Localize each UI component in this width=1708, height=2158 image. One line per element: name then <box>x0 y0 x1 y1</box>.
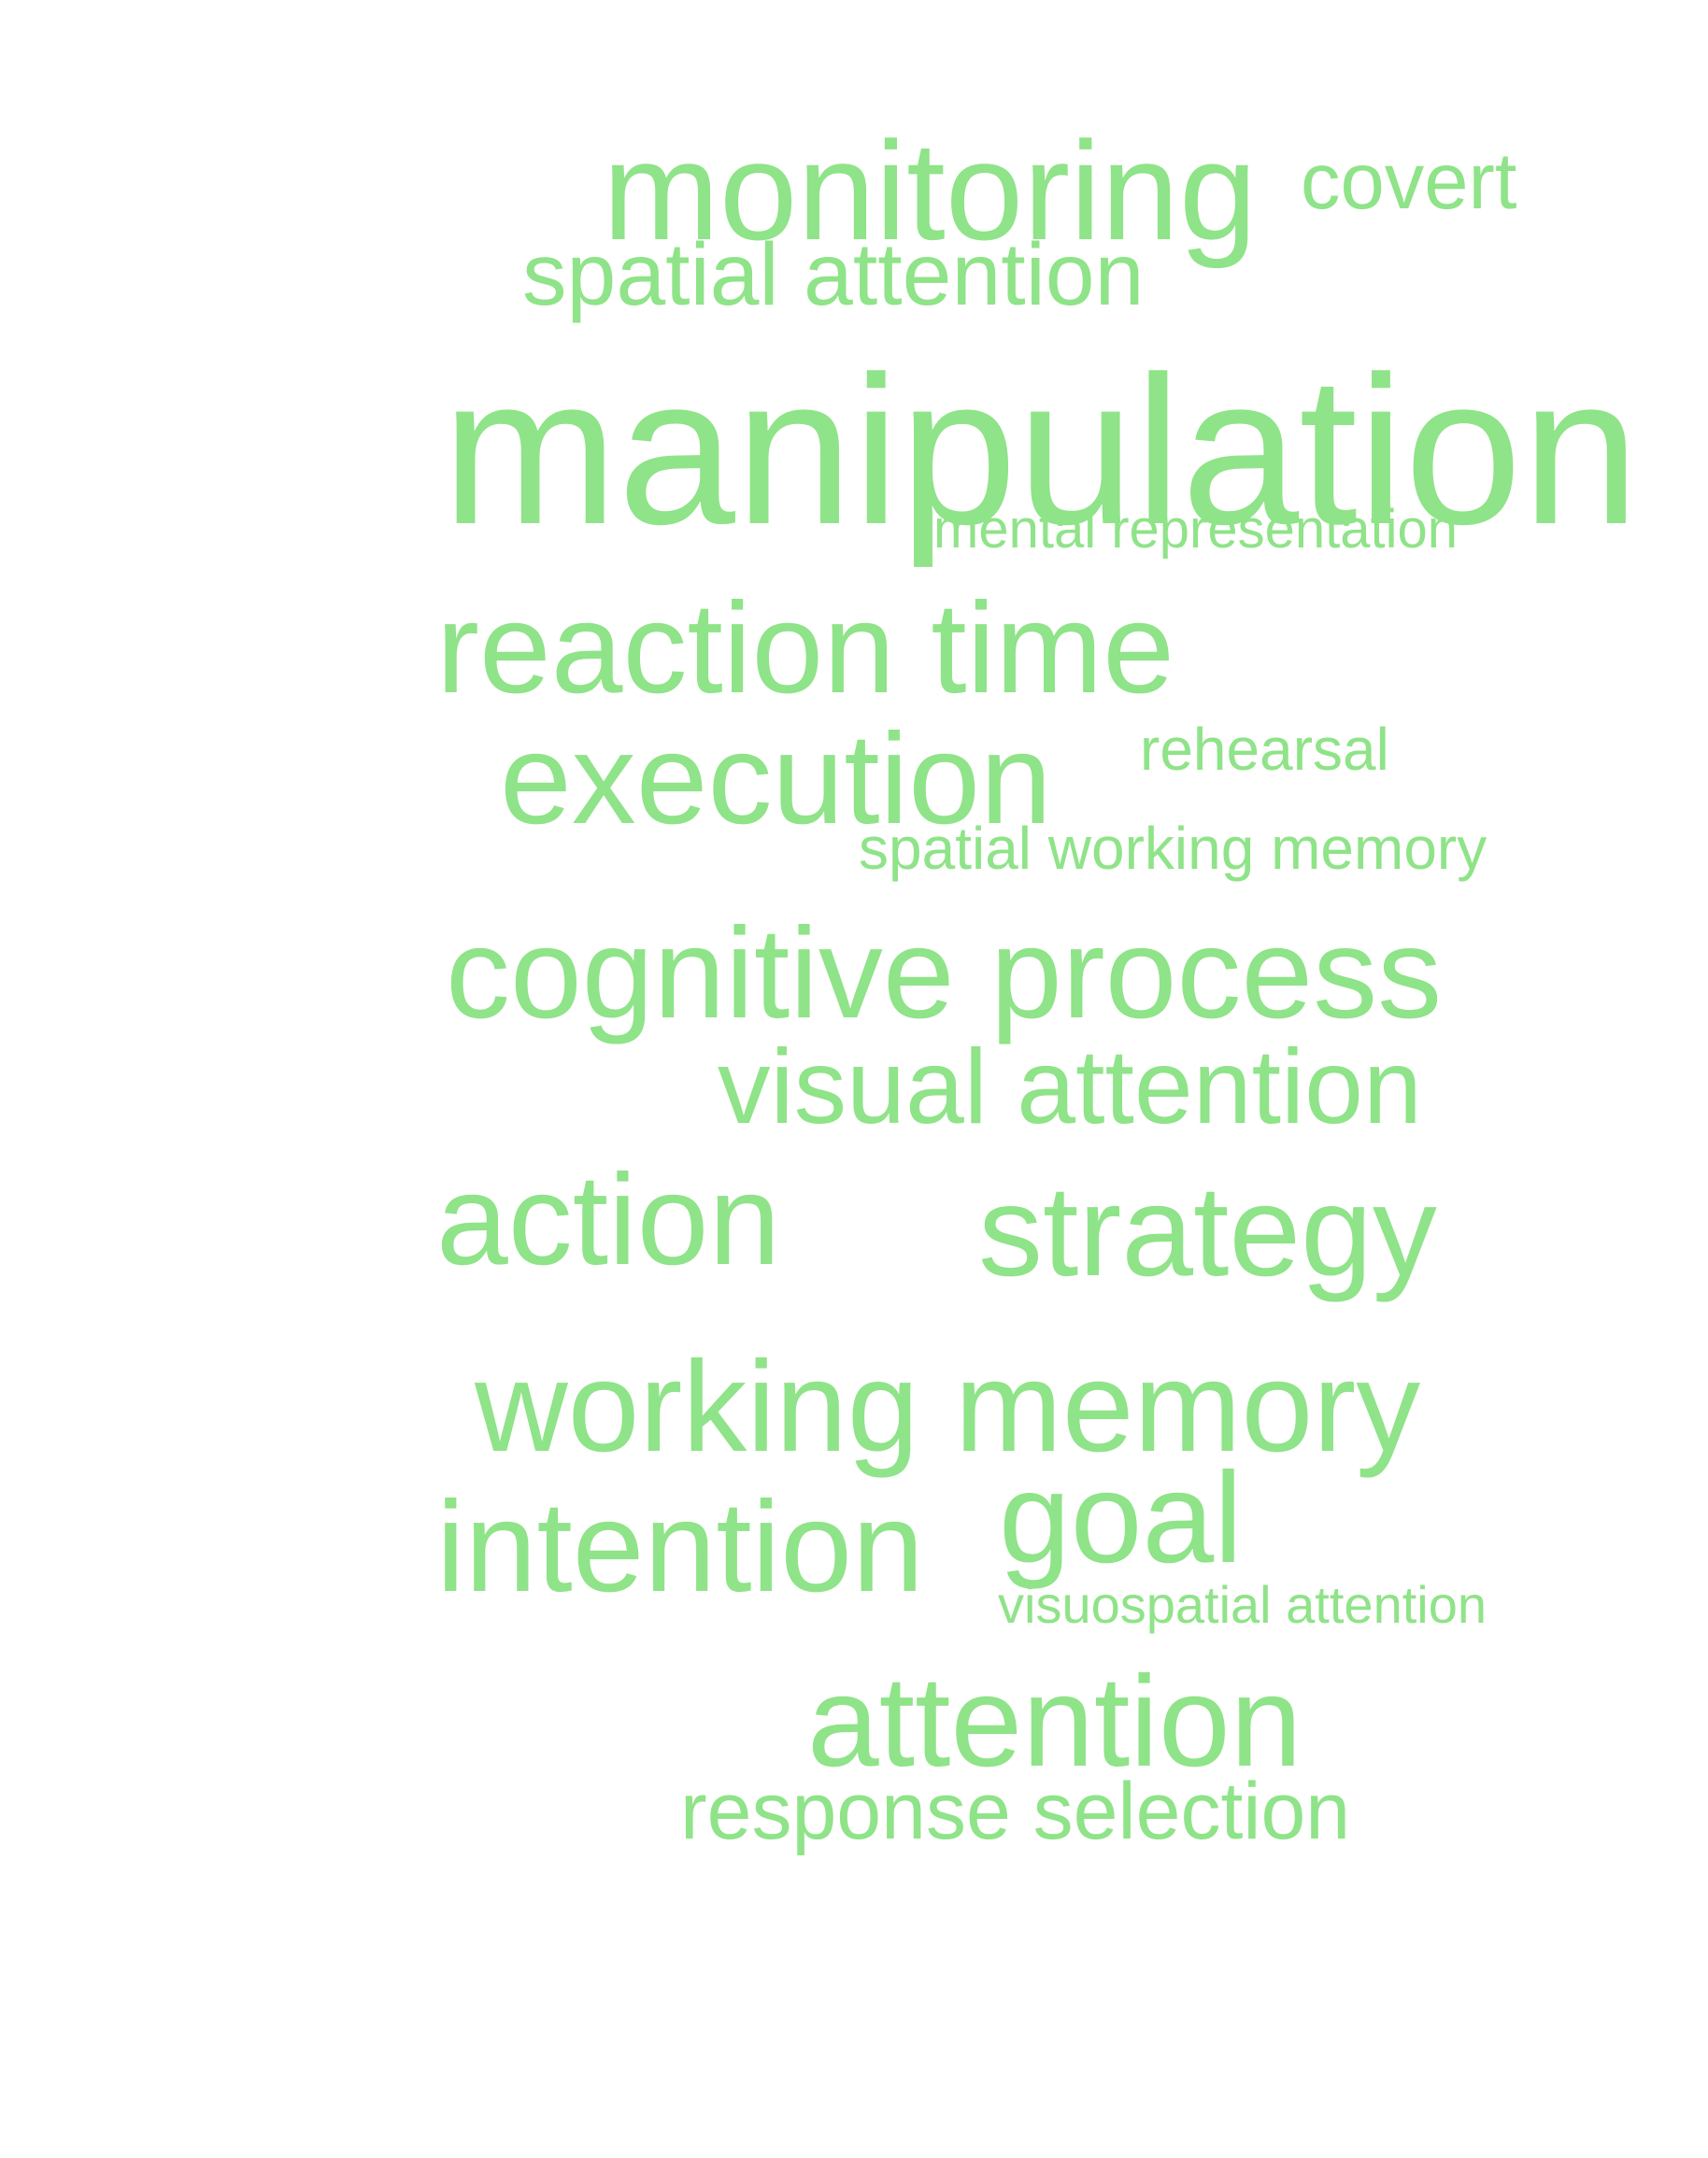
word-goal: goal <box>999 1446 1243 1590</box>
word-visual-attention: visual attention <box>718 1028 1422 1145</box>
word-action: action <box>436 1148 781 1292</box>
word-strategy: strategy <box>978 1159 1437 1303</box>
word-execution: execution <box>500 707 1052 851</box>
word-manipulation: manipulation <box>442 332 1640 568</box>
word-mental-representation: mental representation <box>933 499 1458 560</box>
word-rehearsal: rehearsal <box>1140 716 1389 783</box>
word-spatial-working-memory: spatial working memory <box>859 815 1487 882</box>
word-reaction-time: reaction time <box>436 576 1174 720</box>
word-intention: intention <box>436 1475 924 1619</box>
word-monitoring: monitoring <box>603 112 1258 269</box>
word-covert: covert <box>1301 137 1517 226</box>
word-response-selection: response selection <box>680 1767 1351 1856</box>
word-visuospatial-attention: visuospatial attention <box>998 1575 1487 1634</box>
word-cognitive-process: cognitive process <box>446 902 1443 1045</box>
word-attention: attention <box>807 1650 1302 1794</box>
word-working-memory: working memory <box>475 1335 1421 1479</box>
word-spatial-attention: spatial attention <box>522 225 1145 324</box>
